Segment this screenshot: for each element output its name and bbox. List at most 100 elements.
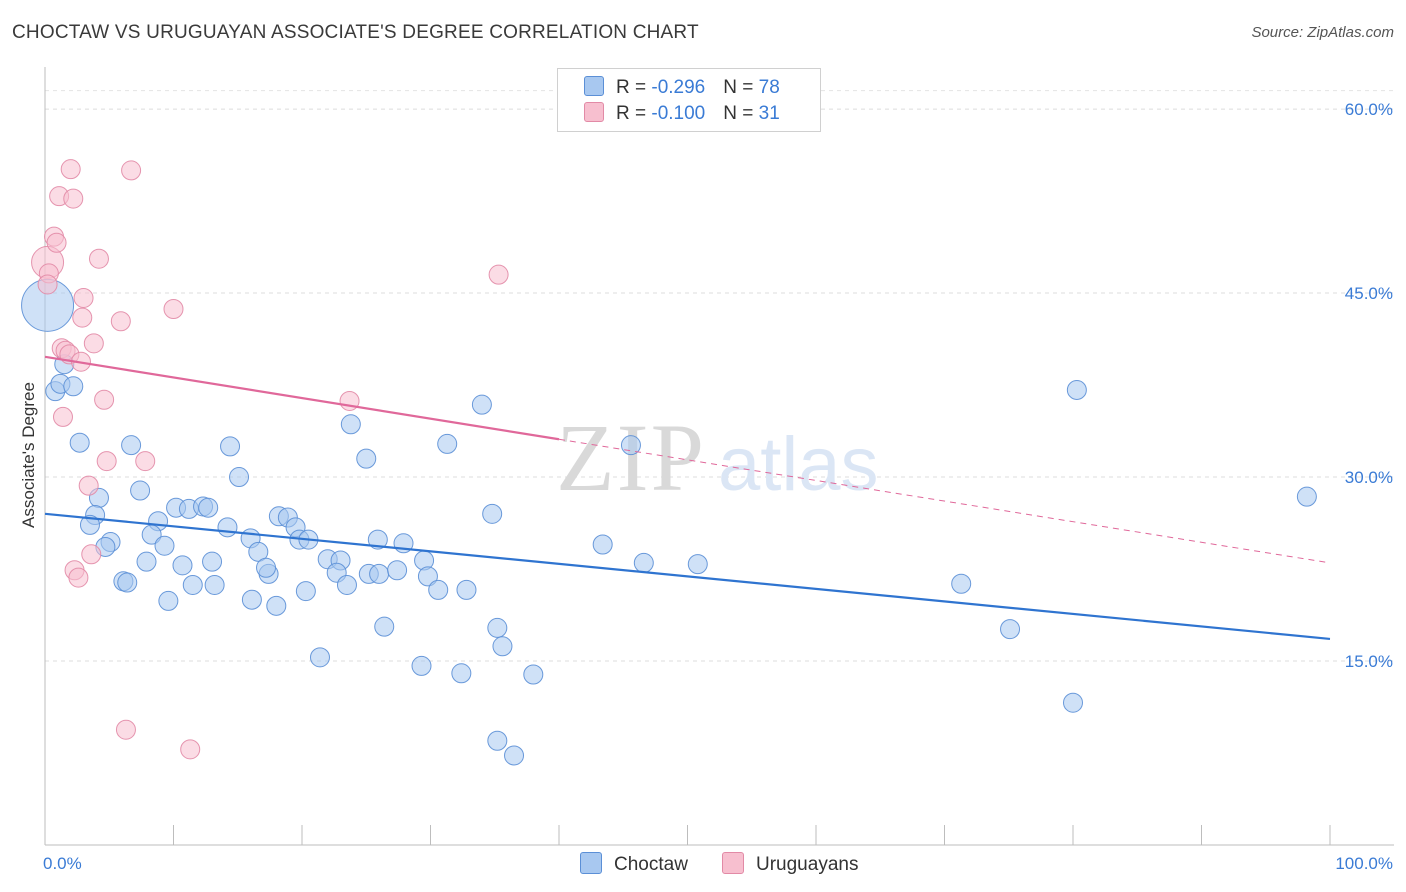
legend-n-value: 31 [758,103,780,124]
point-choctaw [1000,619,1021,640]
watermark-zip: ZIP [556,404,706,511]
point-choctaw [154,535,175,556]
tick-labels: 15.0% 30.0% 45.0% 60.0% 0.0% 100.0% [43,100,1393,873]
bottom-legend-uruguayans: Uruguayans [722,852,858,876]
legend-row-choctaw: R = -0.296 N = 78 [584,76,780,100]
legend-r-label: R = [616,77,652,98]
point-uruguayans [94,389,115,410]
point-choctaw [633,552,654,573]
point-uruguayans [121,160,142,181]
point-choctaw [417,566,438,587]
point-choctaw [63,376,84,397]
point-uruguayans [46,232,67,253]
point-choctaw [492,636,513,657]
bottom-legend: Choctaw Uruguayans [0,852,1406,878]
point-choctaw [198,497,219,518]
point-uruguayans [488,264,509,285]
point-uruguayans [163,298,184,319]
y-tick-label: 60.0% [1345,100,1393,119]
point-choctaw [951,573,972,594]
point-uruguayans [180,739,201,760]
y-tick-label: 30.0% [1345,468,1393,487]
point-choctaw [121,435,142,456]
legend-r-value: -0.296 [651,77,706,98]
point-choctaw [367,529,388,550]
chart-title: CHOCTAW VS URUGUAYAN ASSOCIATE'S DEGREE … [12,22,699,43]
point-choctaw [1296,486,1317,507]
point-uruguayans [135,451,156,472]
x-tick-label-max: 100.0% [1335,854,1393,873]
trend-line-choctaw [44,512,1331,641]
legend-n-label: N = [723,103,759,124]
y-tick-label: 45.0% [1345,284,1393,303]
point-uruguayans [63,188,84,209]
x-tick-label-min: 0.0% [43,854,82,873]
point-choctaw [356,448,377,469]
point-uruguayans [52,406,73,427]
point-choctaw [369,563,390,584]
point-choctaw [295,581,316,602]
bottom-legend-choctaw: Choctaw [580,852,688,876]
point-choctaw [172,555,193,576]
point-choctaw [487,730,508,751]
trend-lines [44,355,1331,641]
point-uruguayans [68,567,89,588]
point-choctaw [504,745,525,766]
legend-swatch-choctaw [584,76,604,96]
source-label: Source: ZipAtlas.com [1251,24,1394,41]
point-choctaw [217,517,238,538]
point-choctaw [523,664,544,685]
point-choctaw [266,595,287,616]
data-points [21,159,1317,766]
point-choctaw [158,590,179,611]
point-choctaw [130,480,151,501]
point-uruguayans [88,248,109,269]
legend: R = -0.296 N = 78 R = -0.100 N = 31 [557,68,821,132]
watermark: ZIP atlas [556,404,879,511]
legend-n-value: 78 [758,77,780,98]
point-choctaw [229,467,250,488]
y-axis-title: Associate's Degree [19,382,38,528]
point-choctaw [202,551,223,572]
point-choctaw [220,436,241,457]
point-choctaw [687,554,708,575]
point-choctaw [241,589,262,610]
legend-r-label: R = [616,103,652,124]
bottom-legend-swatch-choctaw [580,852,602,874]
point-uruguayans [73,287,94,308]
point-choctaw [256,557,277,578]
point-choctaw [69,432,90,453]
point-choctaw [79,514,100,535]
point-choctaw [437,433,458,454]
point-choctaw [387,560,408,581]
legend-r-value: -0.100 [651,103,706,124]
point-choctaw [471,394,492,415]
legend-swatch-uruguayans [584,102,604,122]
bottom-legend-swatch-uruguayans [722,852,744,874]
point-uruguayans [83,333,104,354]
point-choctaw [136,551,157,572]
y-tick-label: 15.0% [1345,652,1393,671]
point-uruguayans [60,159,81,180]
point-choctaw [487,617,508,638]
point-choctaw [117,572,138,593]
point-uruguayans [115,719,136,740]
point-choctaw [248,541,269,562]
point-choctaw [592,534,613,555]
point-choctaw [309,647,330,668]
point-choctaw [1063,692,1083,713]
legend-n-label: N = [723,77,759,98]
grid-lines [45,90,1394,662]
point-choctaw [456,579,477,600]
legend-row-uruguayans: R = -0.100 N = 31 [584,102,780,126]
point-choctaw [204,574,225,595]
point-choctaw [182,574,203,595]
point-uruguayans [72,307,93,328]
point-choctaw [451,663,472,684]
point-uruguayans [96,451,117,472]
point-uruguayans [110,311,131,332]
point-uruguayans [37,274,58,295]
point-choctaw [340,414,361,435]
axes [44,67,1394,846]
